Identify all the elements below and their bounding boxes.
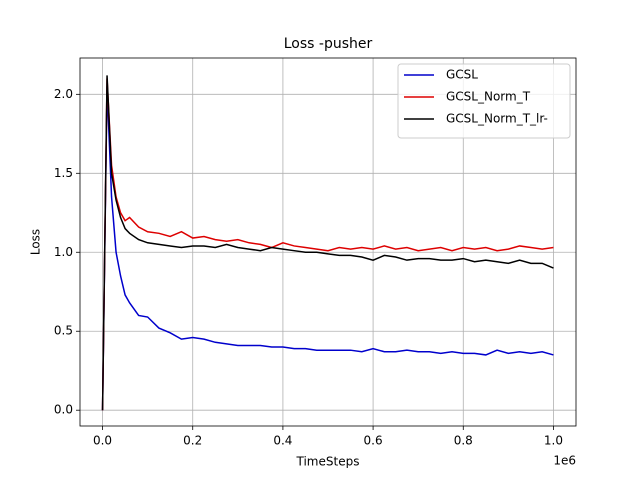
x-offset-label: 1e6: [553, 454, 576, 468]
x-tick-label: 0.8: [454, 434, 473, 448]
y-tick-label: 2.0: [54, 87, 73, 101]
legend-box: [397, 63, 571, 139]
legend-label: GCSL_Norm_T_lr-: [446, 112, 548, 126]
y-tick-label: 0.5: [54, 324, 73, 338]
x-tick-label: 0.2: [183, 434, 202, 448]
chart-title: Loss -pusher: [284, 36, 373, 52]
legend-label: GCSL_Norm_T: [446, 90, 531, 104]
x-axis-label: TimeSteps: [296, 455, 360, 469]
y-tick-label: 0.0: [54, 403, 73, 417]
series-line: [101, 78, 554, 411]
x-tick-label: 0.0: [93, 434, 112, 448]
series-line: [101, 86, 554, 411]
x-tick-label: 1.0: [544, 434, 563, 448]
y-axis-label: Loss: [29, 229, 43, 255]
legend-label: GCSL: [446, 68, 478, 82]
plot-frame: [79, 57, 577, 427]
x-tick-label: 0.4: [273, 434, 292, 448]
y-tick-label: 1.0: [54, 245, 73, 259]
y-tick-label: 1.5: [54, 166, 73, 180]
series-line: [101, 75, 554, 411]
x-tick-label: 0.6: [364, 434, 383, 448]
